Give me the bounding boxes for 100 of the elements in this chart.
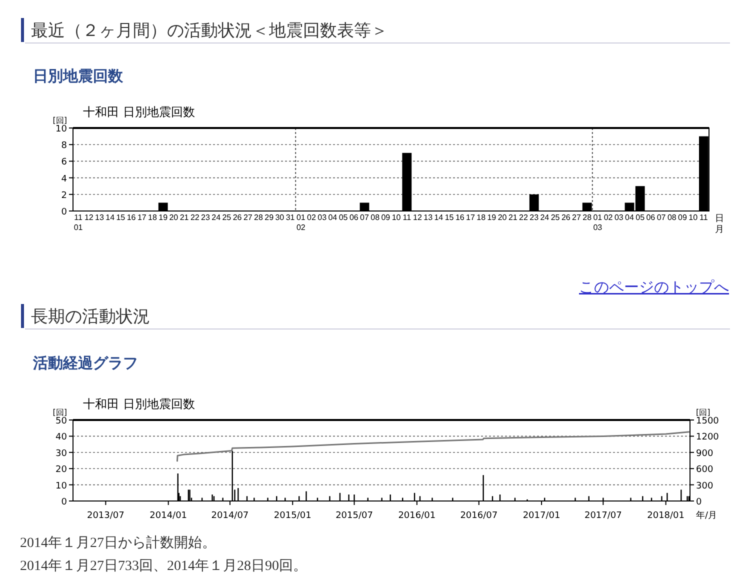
y-tick-label: 30	[56, 448, 68, 459]
x-tick-label: 2016/01	[398, 511, 436, 521]
x-tick-label: 16	[455, 213, 465, 222]
x-tick-label: 04	[625, 213, 634, 222]
y2-tick-label: 1200	[696, 432, 720, 443]
y-axis-title: [回]	[52, 408, 67, 417]
y-tick-label: 4	[61, 174, 68, 184]
y2-tick-label: 300	[696, 481, 714, 492]
x-tick-label: 24	[540, 213, 550, 222]
x-tick-label: 2016/07	[460, 511, 498, 521]
y-tick-label: 10	[56, 481, 68, 492]
line-series	[176, 431, 690, 462]
x-tick-label: 2015/01	[274, 511, 312, 521]
x-tick-label: 09	[381, 213, 391, 222]
text: 長期の活動状況	[31, 307, 150, 326]
x-tick-label: 11	[700, 213, 708, 222]
x-tick-label: 26	[561, 213, 571, 222]
y-tick-label: 0	[61, 498, 68, 508]
x-tick-label: 21	[508, 213, 518, 222]
x-tick-label: 28	[582, 213, 592, 222]
x-tick-label: 02	[307, 213, 316, 222]
x-tick-label: 19	[487, 213, 497, 222]
x-tick-label: 11	[402, 213, 412, 222]
x-tick-label: 11 01	[74, 213, 84, 232]
x-tick-label: 08	[667, 213, 677, 222]
x-tick-label: 2017/07	[584, 511, 622, 521]
x-tick-label: 15	[116, 213, 126, 222]
x-tick-label: 26	[232, 213, 242, 222]
x-tick-label: 2017/01	[522, 511, 560, 521]
x-tick-label: 23	[530, 213, 540, 222]
text: 最近（２ヶ月間）の活動状況＜地震回数表等＞	[31, 21, 388, 40]
x-tick-label: 17	[137, 213, 147, 222]
x-tick-label: 05	[338, 213, 348, 222]
x-tick-label: 27	[243, 213, 253, 222]
x-tick-label: 04	[328, 213, 338, 222]
x-tick-label: 16	[126, 213, 136, 222]
x-tick-label: 29	[264, 213, 274, 222]
text: 日別地震回数	[33, 68, 124, 85]
chart-title: 十和田 日別地震回数	[83, 105, 195, 119]
x-tick-label: 17	[466, 213, 476, 222]
x-tick-label: 25	[222, 213, 232, 222]
x-tick-label: 12	[413, 213, 422, 222]
x-tick-label: 02	[604, 213, 614, 222]
x-tick-label: 25	[550, 213, 560, 222]
x-tick-label: 18	[476, 213, 486, 222]
x-axis-title: 日月	[715, 214, 724, 235]
x-tick-label: 20	[169, 213, 179, 222]
x-tick-label: 13	[424, 213, 434, 222]
x-tick-label: 06	[349, 213, 359, 222]
x-tick-label: 27	[572, 213, 582, 222]
y-axis-title: [回]	[52, 116, 67, 125]
x-tick-label: 07	[360, 213, 370, 222]
x-tick-label: 09	[678, 213, 688, 222]
text: 活動経過グラフ	[32, 355, 138, 372]
y-tick-label: 8	[61, 141, 68, 152]
y-tick-label: 40	[56, 432, 68, 443]
x-tick-label: 08	[370, 213, 380, 222]
x-tick-label: 2014/01	[150, 511, 188, 521]
x-tick-label: 12	[84, 213, 94, 222]
x-tick-label: 01 03	[593, 213, 603, 232]
x-tick-label: 21	[180, 213, 190, 222]
x-tick-label: 03	[614, 213, 624, 222]
x-tick-label: 19	[158, 213, 168, 222]
y-tick-label: 20	[56, 465, 68, 476]
x-tick-label: 2013/07	[86, 511, 124, 521]
x-tick-label: 07	[656, 213, 666, 222]
x-tick-label: 10	[392, 213, 402, 222]
text: 2014年１月27日733回、2014年１月28日90回。	[20, 558, 307, 574]
x-tick-label: 22	[190, 213, 200, 222]
x-tick-label: 2015/07	[336, 511, 373, 521]
x-tick-label: 24	[212, 213, 222, 222]
x-tick-label: 14	[106, 213, 116, 222]
x-tick-label: 15	[444, 213, 454, 222]
y2-tick-label: 900	[696, 448, 714, 459]
x-tick-label: 05	[636, 213, 646, 222]
x-tick-label: 14	[434, 213, 444, 222]
y2-tick-label: 1500	[696, 416, 720, 426]
x-tick-label: 01 02	[296, 213, 306, 232]
x-tick-label: 20	[498, 213, 508, 222]
x-tick-label: 2018/01	[647, 511, 685, 521]
y-tick-label: 10	[56, 124, 68, 134]
y-tick-label: 2	[61, 190, 67, 201]
x-axis-title: 年/月	[696, 510, 718, 521]
x-tick-label: 23	[201, 213, 210, 222]
x-tick-label: 13	[95, 213, 104, 222]
y2-axis-title: [回]	[696, 408, 710, 417]
y-tick-label: 50	[56, 416, 68, 426]
y2-tick-label: 600	[696, 465, 714, 476]
y-tick-label: 0	[61, 208, 68, 218]
x-tick-label: 30	[275, 213, 285, 222]
y2-tick-label: 0	[696, 498, 702, 508]
x-tick-label: 31	[286, 213, 296, 222]
x-tick-label: 03	[318, 213, 328, 222]
x-tick-label: 10	[688, 213, 698, 222]
x-tick-label: 28	[254, 213, 264, 222]
text: 2014年１月27日から計数開始。	[20, 535, 216, 551]
chart-title: 十和田 日別地震回数	[83, 397, 195, 411]
text: このページのトップへ	[579, 279, 729, 296]
x-tick-label: 2014/07	[211, 511, 249, 521]
x-tick-label: 06	[646, 213, 656, 222]
